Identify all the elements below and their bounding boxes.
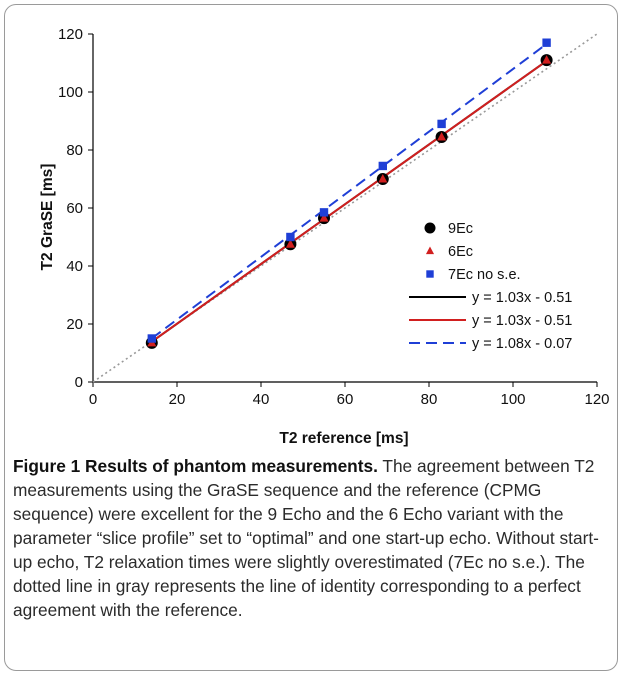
x-tick-label: 20 [169,391,186,408]
y-tick-label: 60 [66,200,83,217]
data-point-triangle [542,55,552,64]
y-tick-label: 120 [58,26,83,43]
y-tick-label: 20 [66,316,83,333]
x-tick-label: 40 [253,391,270,408]
y-tick-label: 40 [66,258,83,275]
legend-marker-triangle [425,246,435,255]
x-tick-label: 60 [337,391,354,408]
legend-fit-label: y = 1.03x - 0.51 [472,313,572,329]
legend-label: 6Ec [448,244,473,260]
x-tick-label: 80 [421,391,438,408]
y-axis-label: T2 GraSE [ms] [39,164,56,271]
x-tick-label: 120 [584,391,609,408]
legend-marker-circle [424,222,436,234]
data-point-square [542,38,551,47]
y-tick-label: 0 [75,374,83,391]
data-point-square [319,208,329,217]
legend-fit-label: y = 1.08x - 0.07 [472,336,572,352]
data-point-square [378,161,387,171]
data-point-triangle [285,239,295,248]
x-tick-label: 0 [89,391,97,408]
plot-layer: 0 20 40 60 80 100 120 0 20 40 60 80 100 120 9Ec 6Ec 7Ec … [58,26,610,408]
figure-frame [4,4,618,671]
data-point-triangle [378,174,388,183]
legend-fit-label: y = 1.03x - 0.51 [472,290,572,306]
fit-line [151,43,548,340]
data-point-square [437,119,446,129]
legend-label: 9Ec [448,221,473,237]
data-point-square [286,232,295,242]
fit-line [151,60,548,343]
legend: 9Ec 6Ec 7Ec no s.e. y = 1.03x - 0.51 y = 1.0… [409,221,572,352]
figure-caption: Figure 1 Results of phantom measurements… [13,454,609,622]
legend-label: 7Ec no s.e. [448,267,521,283]
x-axis-label: T2 reference [ms] [279,430,408,447]
caption-title: Figure 1 Results of phantom measurements… [13,456,378,476]
data-point-square [147,334,156,343]
caption-body: The agreement between T2 measurements us… [13,456,599,620]
data-point-triangle [319,213,329,222]
x-tick-label: 100 [500,391,525,408]
data-point-triangle [437,131,447,141]
t2-comparison-chart: 0 20 40 60 80 100 120 0 20 40 60 80 100 120 9Ec 6Ec 7Ec … [39,26,610,447]
identity-line [92,33,598,383]
legend-marker-square [426,270,434,278]
y-tick-label: 100 [58,84,83,101]
y-tick-label: 80 [66,142,83,159]
